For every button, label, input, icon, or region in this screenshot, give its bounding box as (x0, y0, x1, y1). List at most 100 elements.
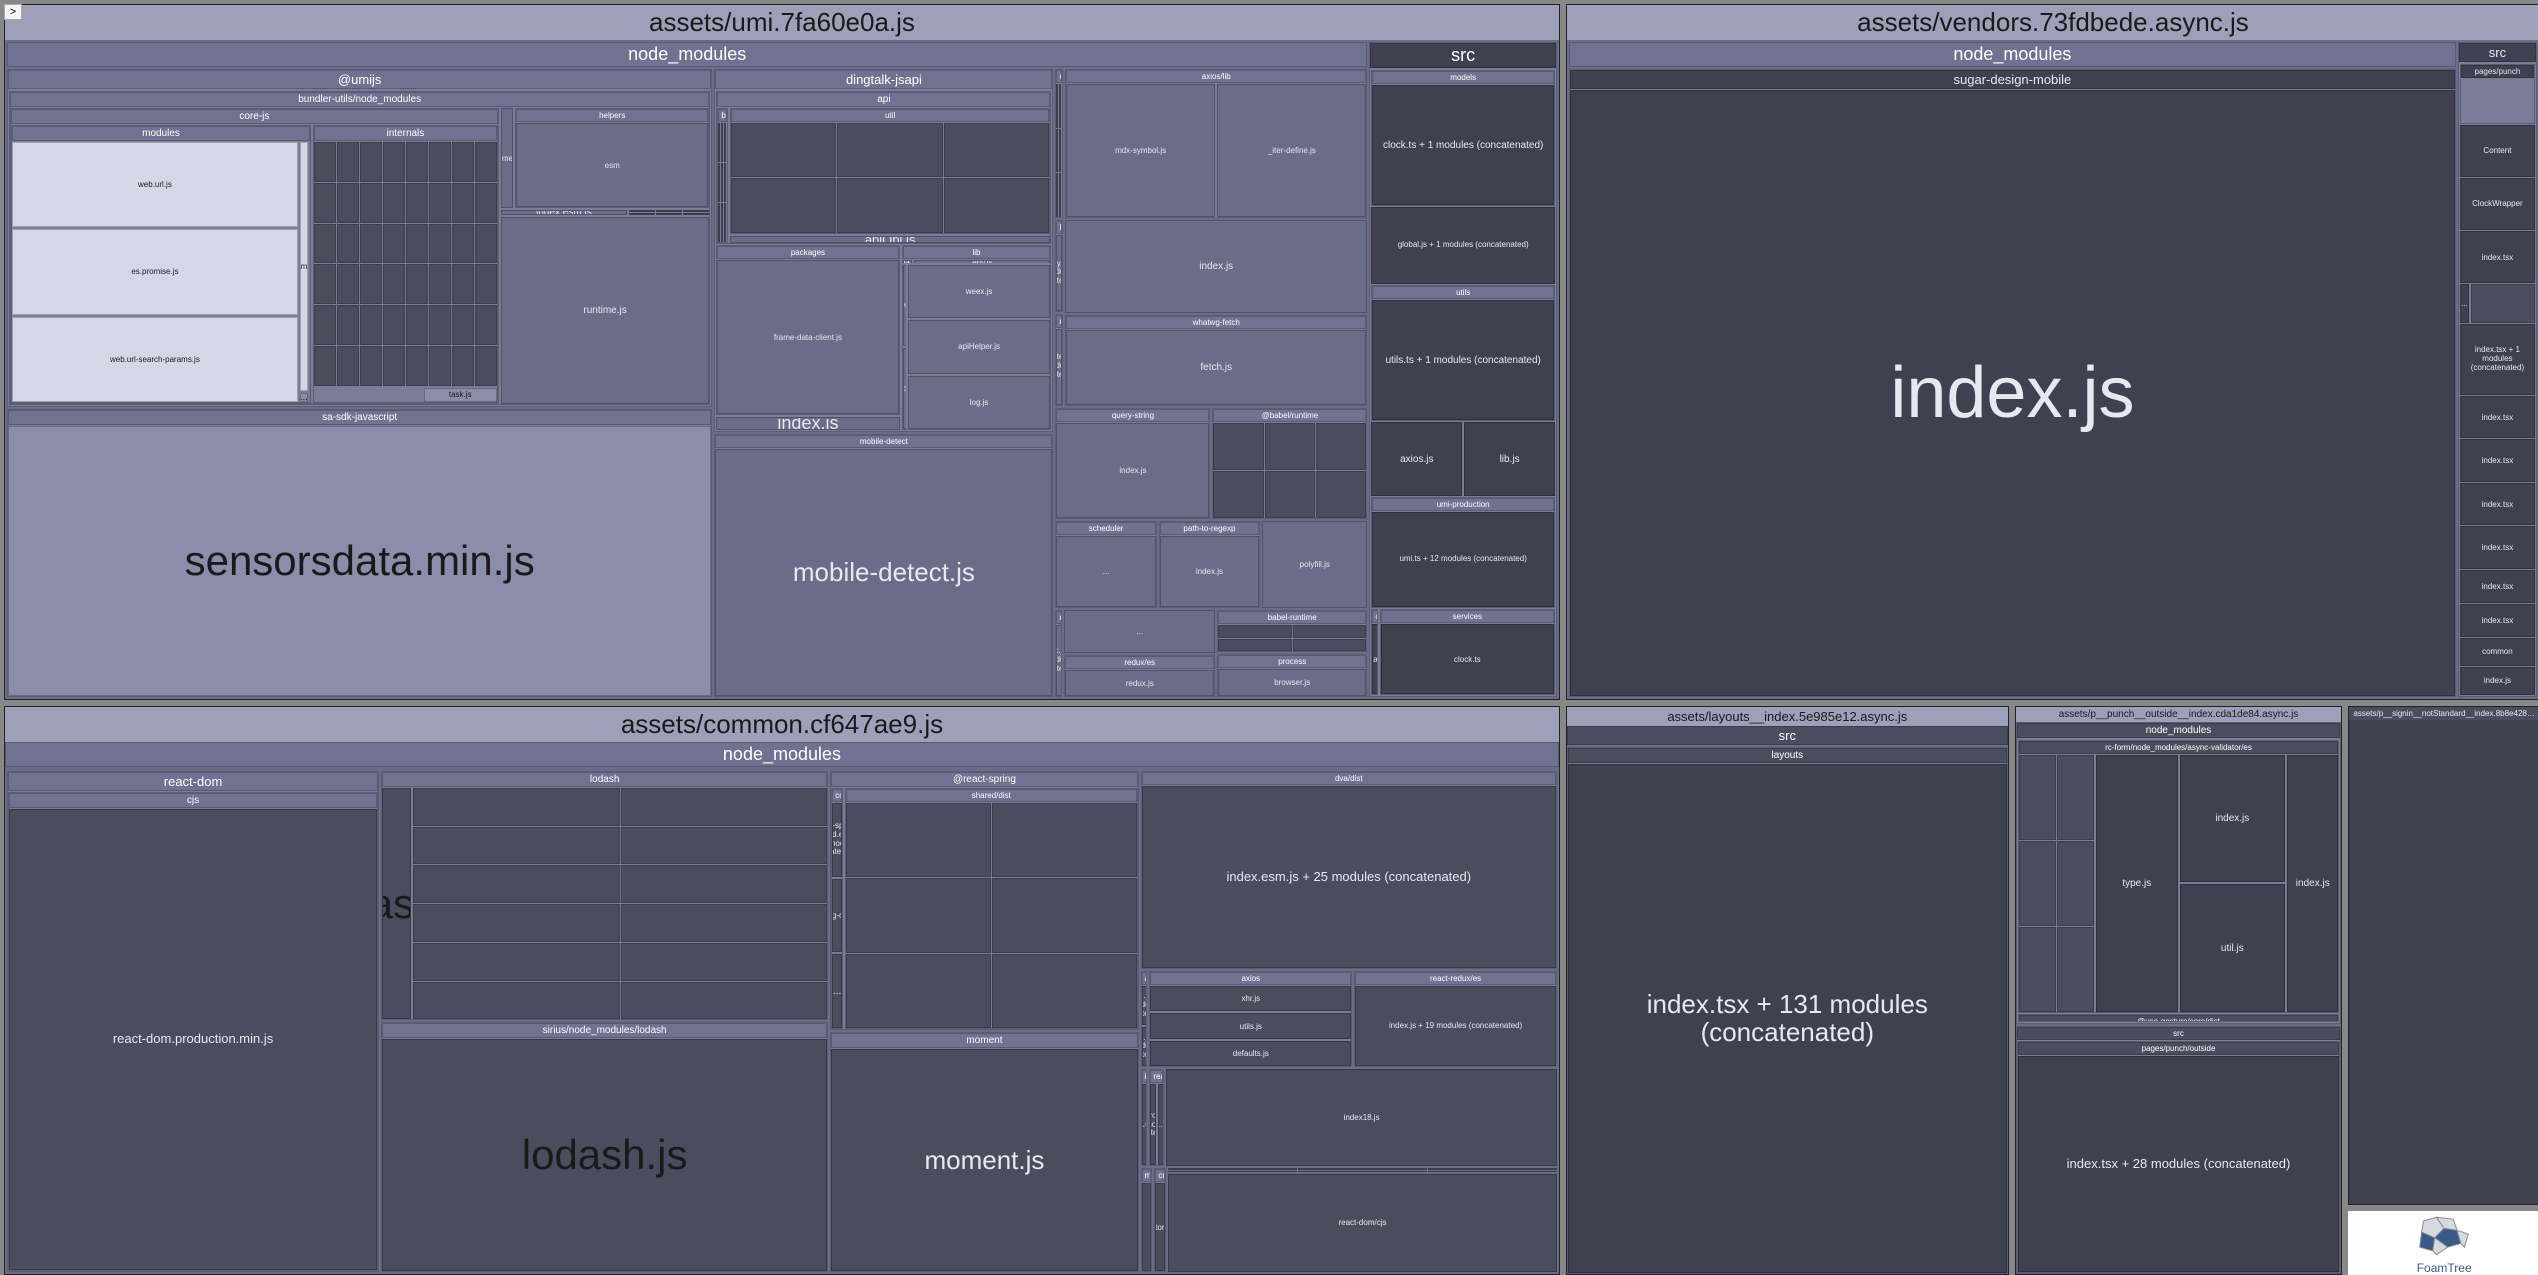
treemap-cell[interactable]: react-router.js + 1 modules (concatenate… (1150, 1084, 1156, 1165)
treemap-cell[interactable]: Animate.js + 6 modules (concatenated) (1056, 329, 1062, 405)
treemap-cell[interactable]: index.js + 19 modules (concatenated) (1355, 986, 1556, 1067)
group-header: modules (12, 126, 310, 141)
treemap-cell[interactable]: index.js + 5 modules (concatenated) (1142, 1027, 1147, 1066)
group-header: shared/dist (846, 789, 1137, 802)
chunk-punch-outside[interactable]: assets/p__punch__outside__index.cda1de84… (2015, 706, 2343, 1275)
treemap-cell[interactable]: index.js (1056, 423, 1209, 519)
treemap-cell[interactable]: index.tsx (2460, 483, 2535, 525)
treemap-cell[interactable]: axios.js (1371, 422, 1462, 495)
treemap-cell[interactable]: browser.js (1218, 669, 1366, 695)
treemap-cell[interactable]: index.esm.js (501, 210, 627, 215)
treemap-cell[interactable]: fetch.js (1066, 330, 1366, 405)
treemap-cell[interactable]: defaults.js (1150, 1041, 1351, 1067)
chunk-vendors[interactable]: assets/vendors.73fdbede.async.js node_mo… (1566, 4, 2538, 700)
treemap-cell[interactable]: apiHelper.js (908, 320, 1051, 373)
treemap-cell[interactable]: lodash.js (382, 788, 411, 1020)
treemap-cell[interactable]: index.js (2180, 755, 2286, 883)
treemap-cell[interactable]: frame-data-client.js (717, 260, 898, 414)
treemap-cell[interactable]: ClockWrapper (2460, 178, 2535, 230)
treemap-cell[interactable]: mobile-detect.js (715, 449, 1052, 696)
treemap-cell[interactable]: task.js (424, 388, 497, 402)
treemap-cell[interactable]: ... (2460, 284, 2469, 322)
treemap-cell[interactable]: utils.ts + 1 modules (concatenated) (1372, 300, 1554, 420)
treemap-cell[interactable]: env.js (914, 260, 1050, 263)
treemap-cell[interactable]: polyfill.js (1262, 521, 1367, 608)
treemap-cell[interactable]: lib.js (1464, 422, 1555, 495)
treemap-cell[interactable]: redux.js (1065, 670, 1213, 695)
treemap-cell[interactable]: index.tsx + 1 modules (concatenated) (2460, 324, 2535, 395)
treemap-cell[interactable]: weex.js (908, 265, 1051, 318)
treemap-cell[interactable]: ... (1056, 536, 1155, 607)
treemap-cell[interactable]: index.esm.js + 25 modules (concatenated) (1142, 786, 1556, 968)
treemap-cell[interactable]: index.tsx + 28 modules (concatenated) (2018, 1056, 2340, 1272)
treemap-cell[interactable]: Content (2460, 125, 2535, 177)
treemap-cell[interactable]: common (2460, 638, 2535, 666)
group-header: babel-runtime (1218, 611, 1366, 624)
group-header: create-react-class (1155, 1169, 1165, 1182)
treemap-cell[interactable]: utils.js (1150, 1013, 1351, 1039)
treemap-cell[interactable]: index.js (2287, 755, 2338, 1012)
treemap-cell[interactable]: index.js + 3 modules (concatenated) (1056, 625, 1062, 696)
treemap-cell[interactable]: ... (832, 954, 842, 1028)
treemap-cell[interactable]: index.js (1570, 90, 2455, 696)
treemap-cell[interactable]: log.js (908, 376, 1051, 429)
treemap-cell[interactable]: index.js (1065, 220, 1367, 313)
treemap-cell[interactable]: index.tsx (2460, 396, 2535, 438)
treemap-cell[interactable]: index.tsx (2460, 231, 2535, 283)
sidebar-toggle[interactable]: > (4, 4, 22, 20)
treemap-cell[interactable]: es.promise.js (12, 229, 298, 314)
treemap-cell[interactable]: moment.js (831, 1049, 1137, 1271)
chunk-common[interactable]: assets/common.cf647ae9.js node_modules r… (4, 706, 1560, 1275)
treemap-cell[interactable]: clock.ts + 1 modules (concatenated) (1372, 85, 1554, 205)
treemap-cell[interactable]: constants.ts (1372, 624, 1377, 693)
chunk-umi[interactable]: assets/umi.7fa60e0a.js node_modules @umi… (4, 4, 1560, 700)
treemap-cell[interactable]: web.url-search-params.js (12, 317, 298, 402)
treemap-cell[interactable]: web.url.js (12, 142, 298, 227)
treemap-cell[interactable]: h5Event.js (903, 265, 906, 346)
treemap-cell[interactable]: react-spring-shared.esm.js + 1 modules (… (832, 803, 842, 877)
treemap-cell[interactable]: index.tsx (2460, 526, 2535, 568)
treemap-cell[interactable]: global.js + 1 modules (concatenated) (1371, 207, 1555, 284)
treemap-cell[interactable]: index.tsx (2460, 439, 2535, 481)
treemap-cell[interactable]: index.tsx + 131 modules (concatenated) (1568, 764, 2007, 1273)
group-header: query-string (1056, 409, 1209, 422)
foamtree-icon (2416, 1211, 2472, 1259)
treemap-cell[interactable]: index18.js (1166, 1069, 1557, 1166)
group-header: mini-notification/es (1056, 611, 1062, 624)
treemap-cell[interactable]: index.js (1160, 536, 1259, 607)
treemap-cell[interactable]: runtime.js (501, 217, 710, 404)
treemap-cell[interactable]: mdx-symbol.js (1066, 84, 1215, 217)
treemap-cell[interactable]: lodash.js (382, 1039, 827, 1271)
treemap-cell[interactable]: h5Ios.js (903, 348, 906, 429)
treemap-cell[interactable]: apiObj.js (730, 236, 1051, 244)
treemap-cell[interactable]: index.tsx (2460, 604, 2535, 637)
treemap-cell[interactable]: react-spring-core.esm.js (832, 879, 842, 953)
treemap-cell[interactable]: umi.ts + 12 modules (concatenated) (1372, 512, 1554, 608)
group-header: axios/lib (1066, 70, 1366, 83)
treemap-cell[interactable]: factory.js (1155, 1183, 1165, 1271)
group-header: src (1567, 726, 2008, 745)
treemap-cell[interactable]: index.tsx (2460, 570, 2535, 603)
chunk-layouts[interactable]: assets/layouts__index.5e985e12.async.js … (1566, 706, 2009, 1275)
treemap-cell[interactable]: immer.esm.js (1142, 1084, 1148, 1165)
group-header: umi-production (1372, 498, 1554, 511)
treemap-cell[interactable]: ... (1064, 610, 1214, 653)
treemap-cell[interactable]: ... (1158, 1084, 1163, 1165)
treemap-cell[interactable]: index.js (716, 417, 899, 429)
treemap-cell[interactable]: clock.ts (1381, 624, 1554, 693)
treemap-cell[interactable]: sensorsdata.min.js (8, 426, 711, 696)
treemap-cell[interactable]: util.js (2180, 884, 2286, 1012)
group-header: sirius/node_modules/lodash (382, 1023, 827, 1038)
treemap-cell[interactable]: _iter-define.js (1217, 84, 1366, 217)
treemap-cell[interactable]: index.js (2460, 667, 2535, 695)
treemap-cell[interactable]: react-dom.production.min.js (9, 809, 377, 1270)
foamtree-logo[interactable]: FoamTree (2348, 1211, 2538, 1275)
treemap-cell[interactable]: index.js + 2 modules (concatenated) (1142, 986, 1147, 1025)
treemap-cell[interactable]: index.js (903, 260, 913, 263)
treemap-cell[interactable]: xhr.js (1150, 986, 1351, 1012)
treemap-cell[interactable]: ... (300, 393, 308, 401)
treemap-cell[interactable]: type.js (2096, 755, 2177, 1012)
chunk-remaining[interactable]: assets/p__signin__notStandard__index.8b8… (2348, 706, 2538, 1205)
treemap-cell[interactable]: es.symbol.js (300, 142, 308, 391)
treemap-cell[interactable]: history.js + 2 modules (concatenated) (1056, 235, 1062, 311)
